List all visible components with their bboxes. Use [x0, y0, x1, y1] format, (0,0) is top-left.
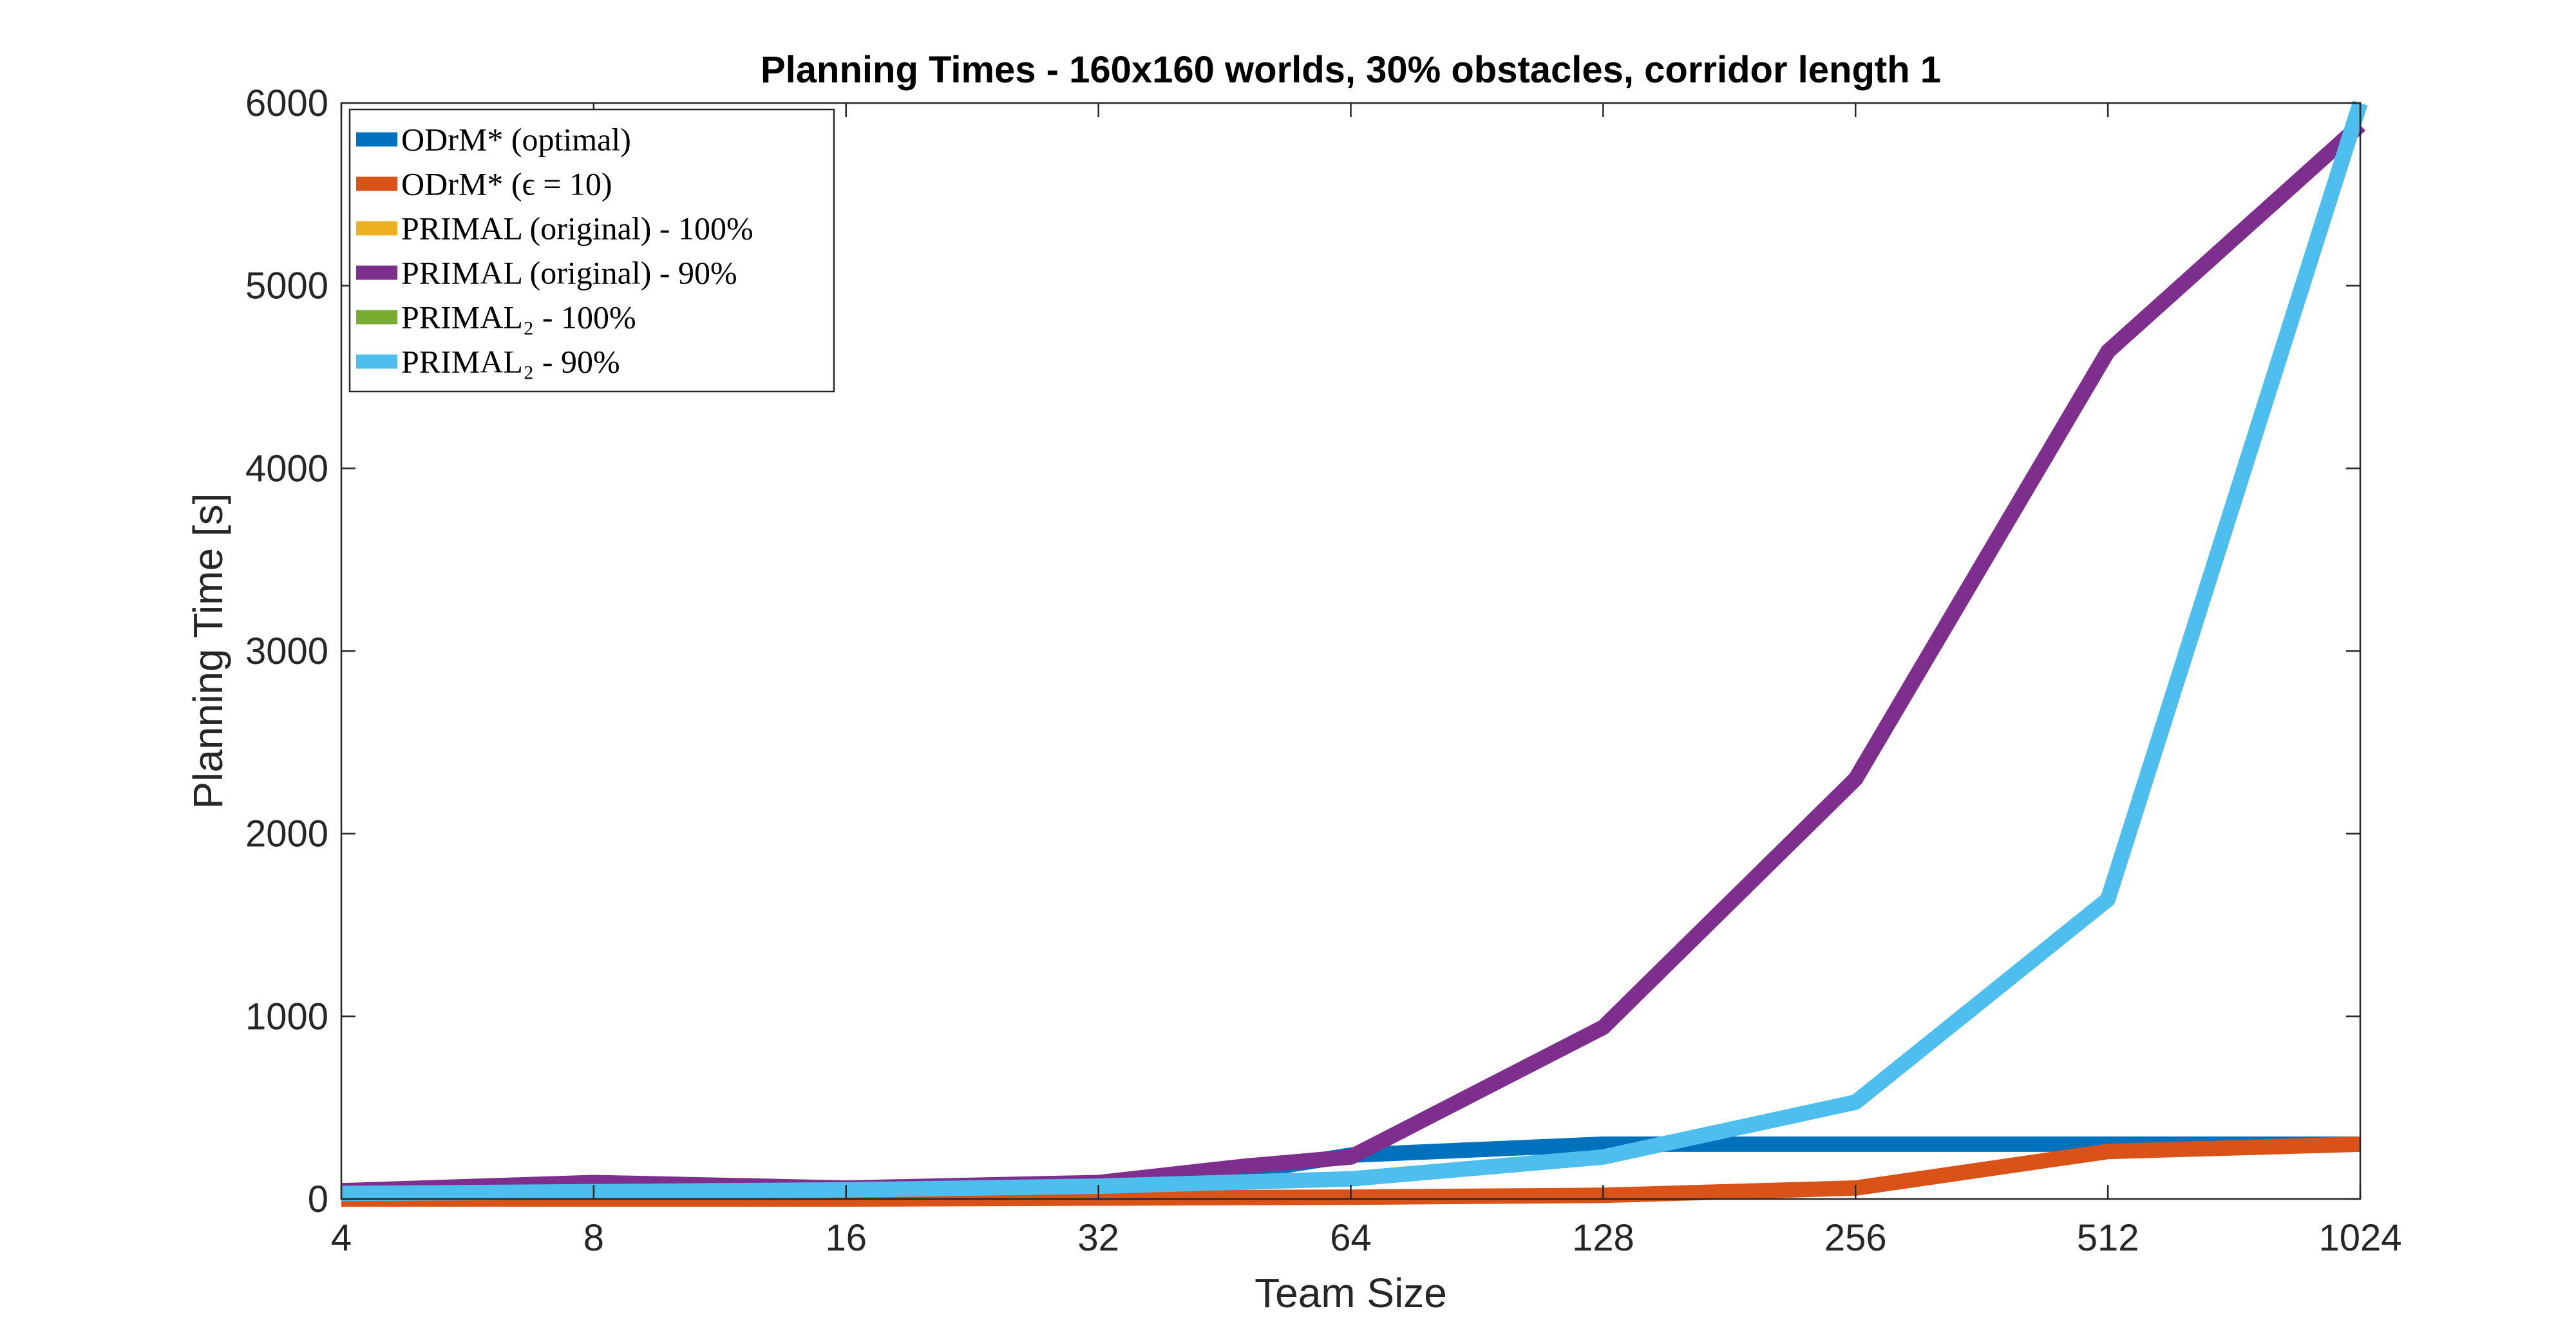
x-tick-label: 128 — [1572, 1217, 1634, 1259]
x-tick-label: 64 — [1330, 1217, 1372, 1259]
y-tick-label: 0 — [308, 1178, 328, 1220]
x-tick-label: 32 — [1077, 1217, 1119, 1259]
legend-box — [348, 108, 835, 393]
legend-label: PRIMAL₂ - 90% — [401, 344, 620, 380]
legend: ODrM* (optimal) ODrM* (ϵ = 10) PRIMAL (ori… — [348, 108, 835, 393]
y-tick-label: 5000 — [245, 265, 328, 307]
legend-label: PRIMAL (original) - 90% — [401, 255, 737, 291]
legend-label: ODrM* (optimal) — [401, 122, 631, 158]
legend-label: ODrM* (ϵ = 10) — [401, 166, 612, 202]
y-axis-label: Planning Time [s] — [185, 493, 231, 809]
y-tick-label: 6000 — [245, 82, 328, 124]
x-tick-label: 512 — [2077, 1217, 2139, 1259]
legend-label: PRIMAL (original) - 100% — [401, 211, 753, 247]
y-tick-label: 1000 — [245, 996, 328, 1037]
y-tick-label: 4000 — [245, 448, 328, 489]
y-tick-label: 3000 — [245, 630, 328, 672]
legend-label: PRIMAL₂ - 100% — [401, 299, 636, 335]
x-tick-label: 4 — [331, 1217, 352, 1259]
y-tick-label: 2000 — [245, 813, 328, 855]
x-tick-label: 256 — [1824, 1217, 1887, 1259]
x-tick-label: 8 — [583, 1217, 604, 1259]
x-axis-label: Team Size — [1255, 1270, 1447, 1316]
series-line-6 — [341, 100, 2368, 1202]
x-tick-label: 16 — [825, 1217, 867, 1259]
tick-layer: 4 8 16 32 64 128 256 512 1024 0 1000 2000 3000 4000 50… — [245, 82, 2402, 1259]
x-tick-label: 1024 — [2318, 1217, 2401, 1259]
chart-title: Planning Times - 160x160 worlds, 30% obs… — [761, 49, 1941, 91]
